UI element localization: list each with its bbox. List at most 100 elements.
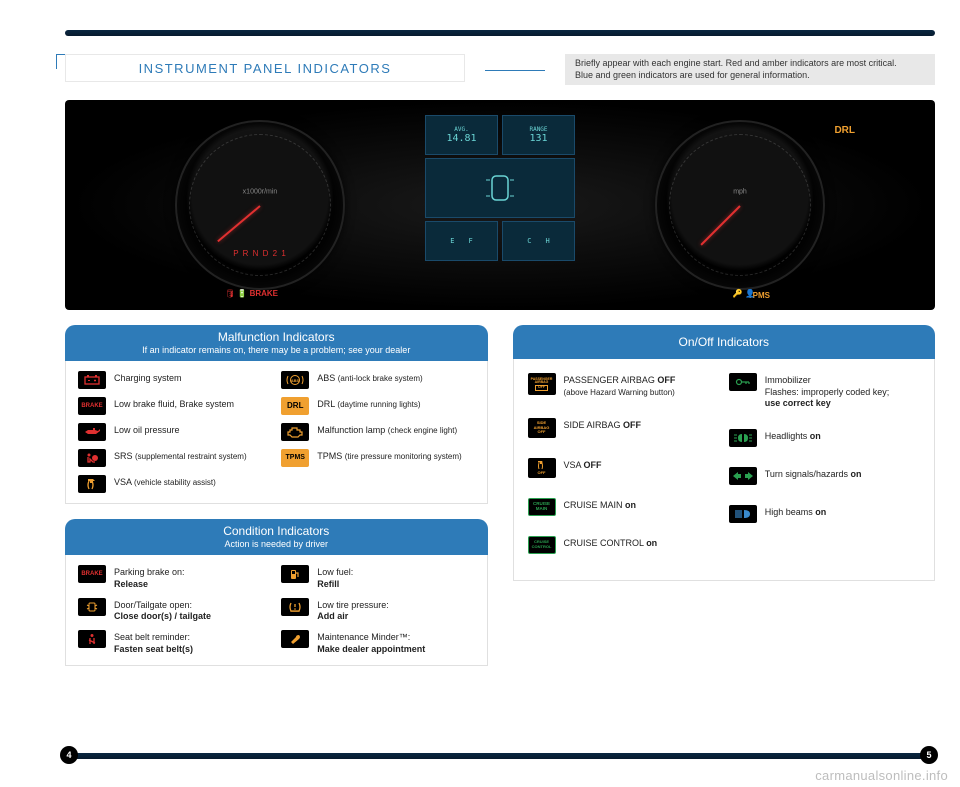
malfunction-panel: Malfunction Indicators If an indicator r…	[65, 325, 488, 504]
wrench-icon	[281, 630, 309, 648]
condition-panel: Condition Indicators Action is needed by…	[65, 519, 488, 666]
condition-left-col: BRAKE Parking brake on:Release Door/Tail…	[78, 565, 271, 655]
tach-bottom-icons: 🛢 🔋 BRAKE	[225, 289, 278, 298]
indicator-label: SRS (supplemental restraint system)	[114, 449, 271, 462]
speedo-label: mph	[733, 189, 747, 196]
indicator-charging: Charging system	[78, 371, 271, 389]
brake-text-icon: BRAKE	[78, 397, 106, 415]
malfunction-title: Malfunction Indicators	[218, 330, 335, 344]
condition-right-col: Low fuel:Refill Low tire pressure:Add ai…	[281, 565, 474, 655]
lcd-top-row: AVG. 14.81 RANGE 131	[425, 115, 575, 155]
gear-indicator: P R N D 2 1	[233, 249, 287, 258]
vsa-icon	[78, 475, 106, 493]
indicator-immobilizer: ImmobilizerFlashes: improperly coded key…	[729, 373, 920, 409]
indicator-maintenance: Maintenance Minder™:Make dealer appointm…	[281, 630, 474, 655]
dashboard-photo: x1000r/min P R N D 2 1 mph AVG. 14.81 RA…	[65, 100, 935, 310]
top-bar	[65, 30, 935, 36]
indicator-low-tire: Low tire pressure:Add air	[281, 598, 474, 623]
onoff-left-col: PASSENGERAIRBAGOFF PASSENGER AIRBAG OFF(…	[528, 373, 719, 566]
drl-indicator: DRL	[834, 125, 855, 136]
condition-title: Condition Indicators	[223, 524, 329, 538]
lcd-temp: CH	[502, 221, 575, 261]
indicator-label: SIDE AIRBAG OFF	[564, 418, 719, 431]
speedo-bottom-icons: 🔑 👤	[733, 289, 755, 298]
header-row: INSTRUMENT PANEL INDICATORS Briefly appe…	[65, 54, 935, 85]
indicator-label: Headlights on	[765, 429, 920, 442]
indicator-low-fuel: Low fuel:Refill	[281, 565, 474, 590]
onoff-title: On/Off Indicators	[679, 335, 770, 349]
right-column: On/Off Indicators PASSENGERAIRBAGOFF PAS…	[513, 325, 936, 666]
indicator-label: DRL (daytime running lights)	[317, 397, 474, 410]
speedometer: mph	[655, 120, 825, 290]
seatbelt-icon	[78, 630, 106, 648]
fuel-pump-icon	[281, 565, 309, 583]
cruise-control-icon: CRUISECONTROL	[528, 536, 556, 554]
indicator-label: High beams on	[765, 505, 920, 518]
indicator-headlights: Headlights on	[729, 429, 920, 447]
brake-text-icon: BRAKE	[78, 565, 106, 583]
page-title: INSTRUMENT PANEL INDICATORS	[65, 54, 465, 82]
indicator-vsa: VSA (vehicle stability assist)	[78, 475, 271, 493]
indicator-label: Low brake fluid, Brake system	[114, 397, 271, 410]
malfunction-right-col: ABS ABS (anti-lock brake system) DRL DRL…	[281, 371, 474, 493]
lcd-fuel: EF	[425, 221, 498, 261]
indicator-label: VSA (vehicle stability assist)	[114, 475, 271, 488]
oil-can-icon	[78, 423, 106, 441]
tire-pressure-icon	[281, 598, 309, 616]
indicator-label: Low tire pressure:Add air	[317, 598, 474, 623]
indicator-label: ABS (anti-lock brake system)	[317, 371, 474, 384]
indicator-label: Door/Tailgate open:Close door(s) / tailg…	[114, 598, 271, 623]
indicator-label: Turn signals/hazards on	[765, 467, 920, 480]
bottom-bar	[65, 753, 935, 759]
indicator-pass-airbag: PASSENGERAIRBAGOFF PASSENGER AIRBAG OFF(…	[528, 373, 719, 398]
onoff-body: PASSENGERAIRBAGOFF PASSENGER AIRBAG OFF(…	[513, 359, 936, 581]
indicator-label: VSA OFF	[564, 458, 719, 471]
onoff-panel: On/Off Indicators PASSENGERAIRBAGOFF PAS…	[513, 325, 936, 581]
srs-icon	[78, 449, 106, 467]
watermark: carmanualsonline.info	[815, 768, 948, 783]
condition-subtitle: Action is needed by driver	[73, 539, 480, 549]
passenger-airbag-off-icon: PASSENGERAIRBAGOFF	[528, 373, 556, 395]
indicator-label: Seat belt reminder:Fasten seat belt(s)	[114, 630, 271, 655]
indicator-label: TPMS (tire pressure monitoring system)	[317, 449, 474, 462]
indicator-label: PASSENGER AIRBAG OFF(above Hazard Warnin…	[564, 373, 719, 398]
cruise-main-icon: CRUISEMAIN	[528, 498, 556, 516]
page-number-left: 4	[60, 746, 78, 764]
indicator-srs: SRS (supplemental restraint system)	[78, 449, 271, 467]
tach-label: x1000r/min	[243, 189, 278, 196]
intro-text: Briefly appear with each engine start. R…	[565, 54, 935, 85]
indicator-side-airbag: SIDEAIRBAGOFF SIDE AIRBAG OFF	[528, 418, 719, 438]
left-column: Malfunction Indicators If an indicator r…	[65, 325, 488, 666]
indicator-turn-signals: Turn signals/hazards on	[729, 467, 920, 485]
center-cluster: AVG. 14.81 RANGE 131 EF	[425, 115, 575, 261]
panels-area: Malfunction Indicators If an indicator r…	[65, 325, 935, 666]
indicator-label: CRUISE MAIN on	[564, 498, 719, 511]
car-outline-icon	[480, 168, 520, 208]
turn-signal-icon	[729, 467, 757, 485]
malfunction-body: Charging system BRAKE Low brake fluid, B…	[65, 361, 488, 504]
indicator-high-beams: High beams on	[729, 505, 920, 523]
page-content: INSTRUMENT PANEL INDICATORS Briefly appe…	[65, 30, 935, 747]
abs-icon: ABS	[281, 371, 309, 389]
indicator-label: Low oil pressure	[114, 423, 271, 436]
indicator-oil: Low oil pressure	[78, 423, 271, 441]
onoff-right-col: ImmobilizerFlashes: improperly coded key…	[729, 373, 920, 566]
indicator-brake-fluid: BRAKE Low brake fluid, Brake system	[78, 397, 271, 415]
tpms-text-icon: TPMS	[281, 449, 309, 467]
indicator-door-open: Door/Tailgate open:Close door(s) / tailg…	[78, 598, 271, 623]
onoff-header: On/Off Indicators	[513, 325, 936, 359]
indicator-check-engine: Malfunction lamp (check engine light)	[281, 423, 474, 441]
indicator-label: Parking brake on:Release	[114, 565, 271, 590]
condition-body: BRAKE Parking brake on:Release Door/Tail…	[65, 555, 488, 666]
lcd-car-icon	[425, 158, 575, 218]
engine-icon	[281, 423, 309, 441]
lcd-range: RANGE 131	[502, 115, 575, 155]
indicator-tpms: TPMS TPMS (tire pressure monitoring syst…	[281, 449, 474, 467]
high-beam-icon	[729, 505, 757, 523]
condition-header: Condition Indicators Action is needed by…	[65, 519, 488, 555]
lcd-avg: AVG. 14.81	[425, 115, 498, 155]
svg-text:ABS: ABS	[291, 378, 300, 383]
indicator-abs: ABS ABS (anti-lock brake system)	[281, 371, 474, 389]
side-airbag-off-icon: SIDEAIRBAGOFF	[528, 418, 556, 438]
indicator-label: Malfunction lamp (check engine light)	[317, 423, 474, 436]
